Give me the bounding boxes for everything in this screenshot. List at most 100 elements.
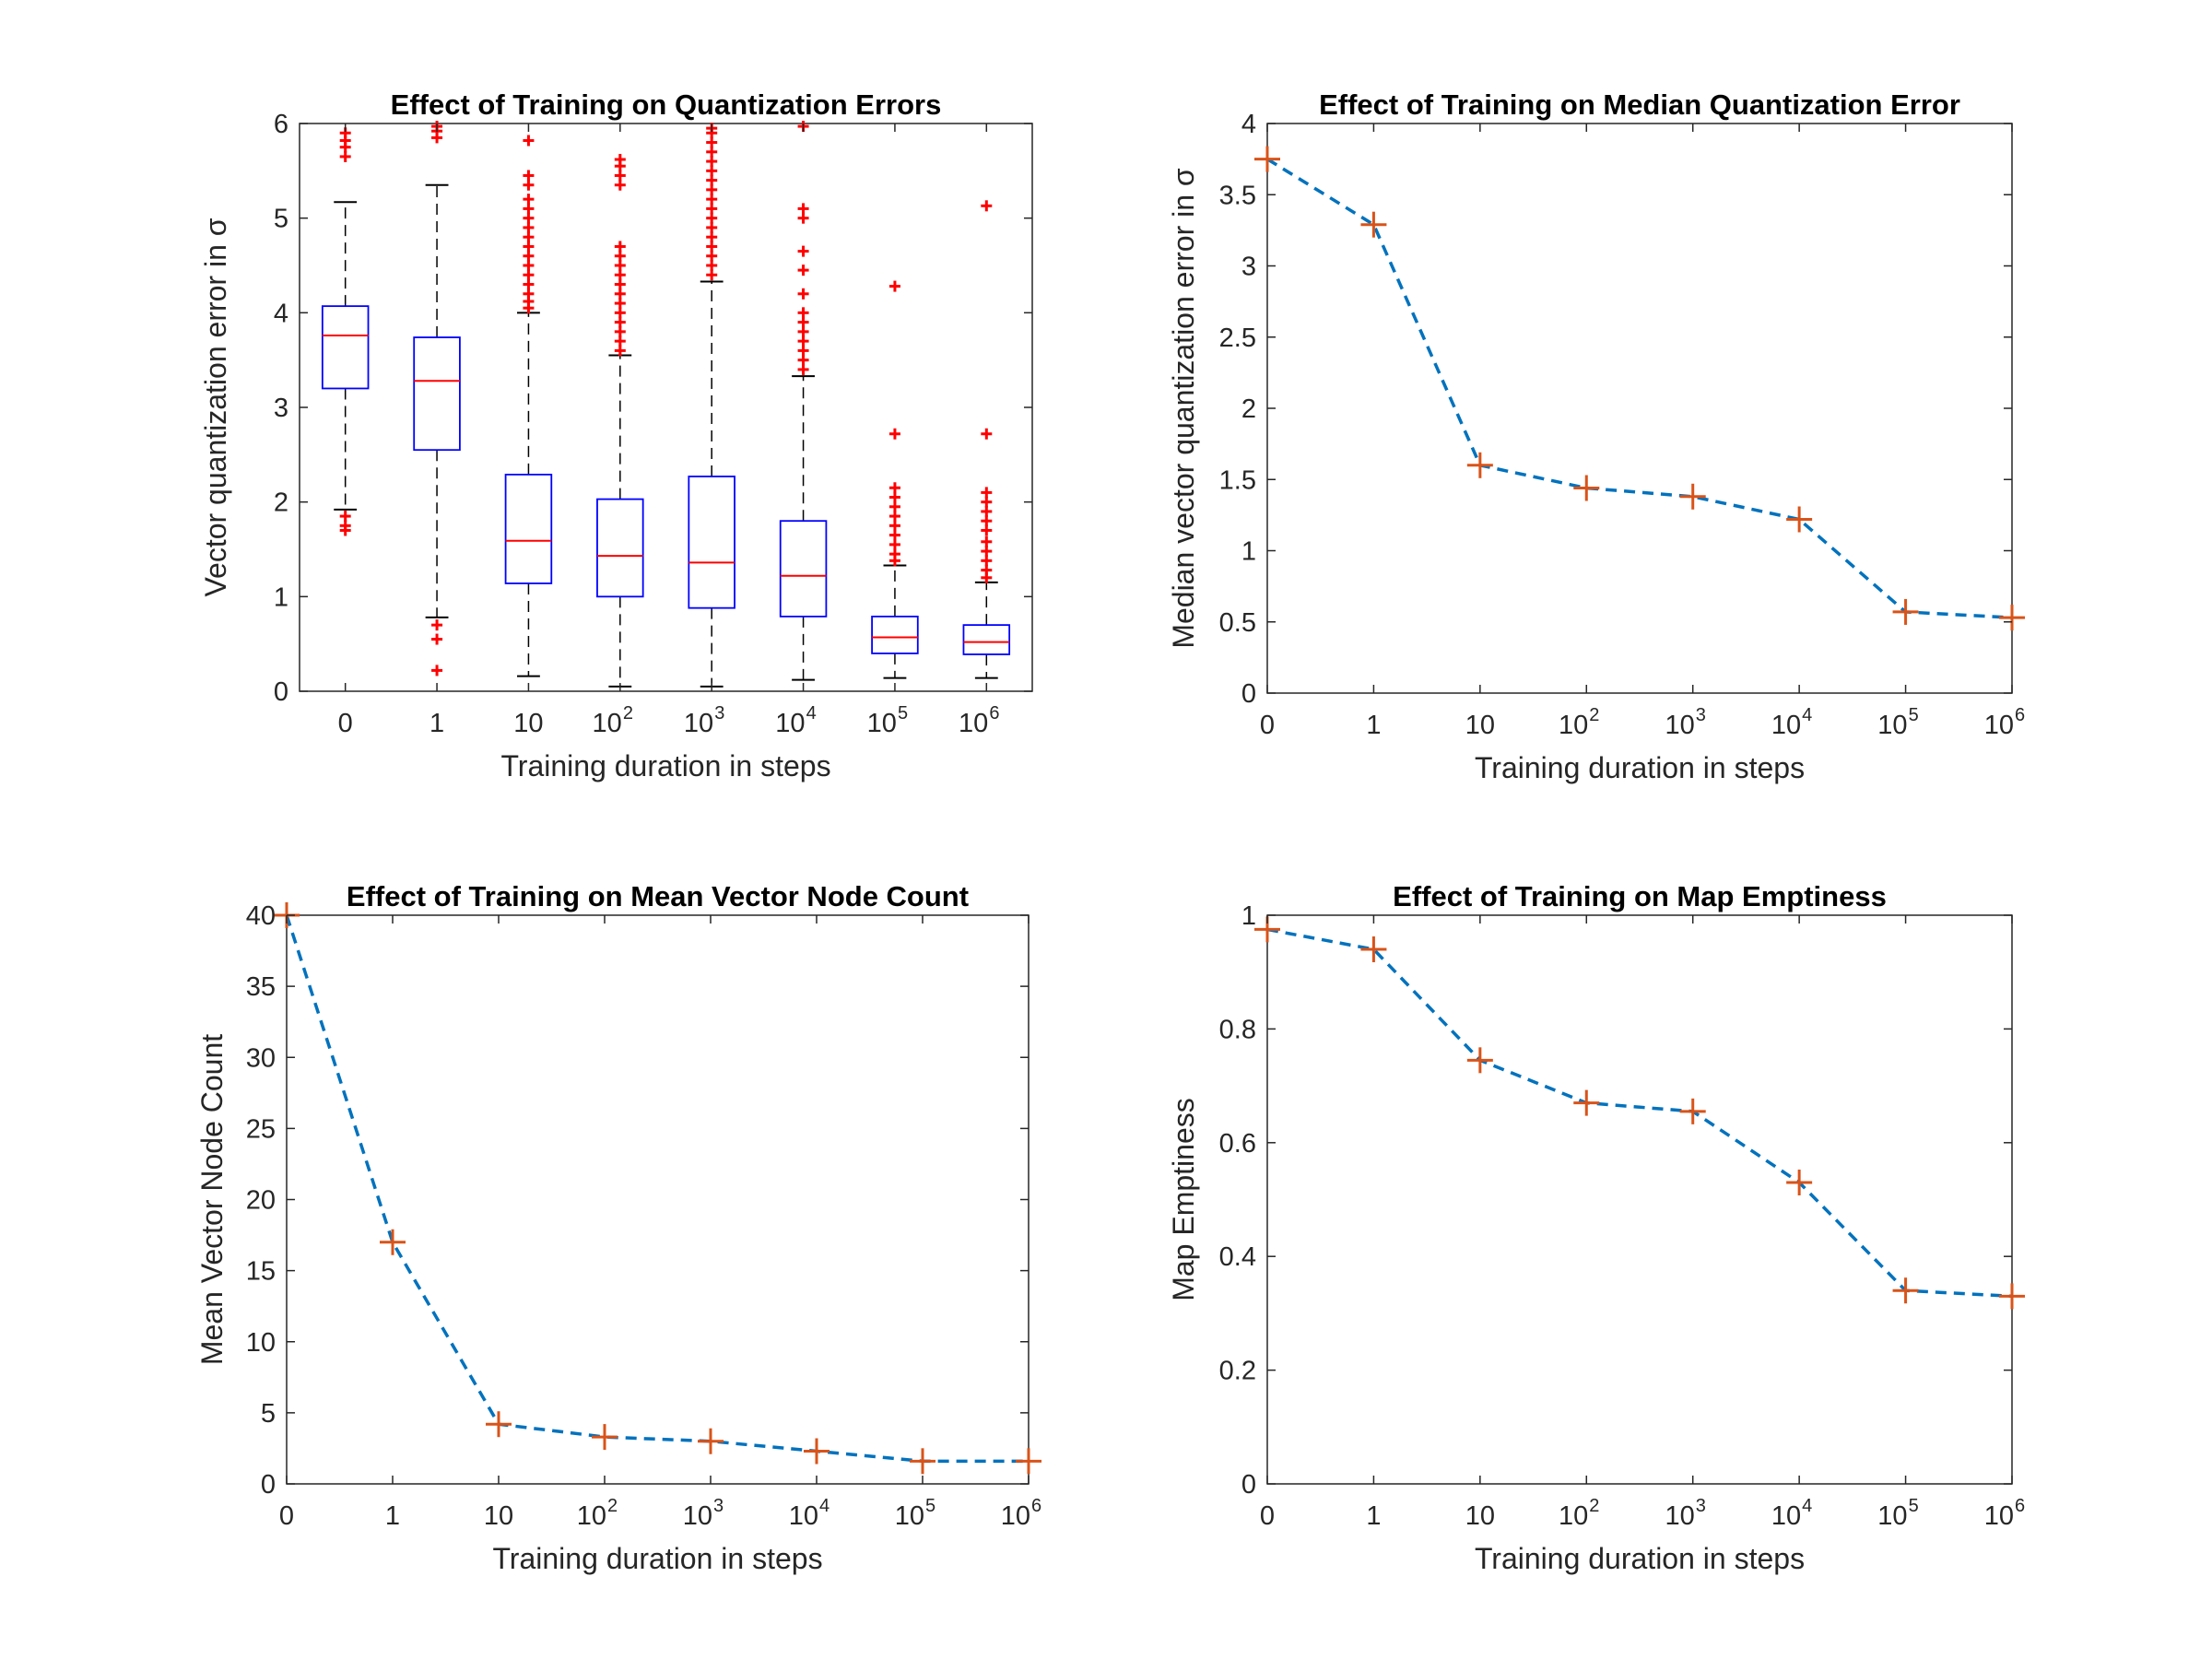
outlier-point	[797, 354, 809, 366]
y-tick-label: 0.8	[1219, 1015, 1256, 1044]
data-point	[1999, 605, 2025, 631]
x-tick-label: 10	[1465, 711, 1495, 740]
outlier-point	[339, 511, 351, 523]
x-tick-label: 10	[513, 709, 543, 738]
outlier-point	[981, 428, 993, 440]
outlier-point	[706, 231, 718, 243]
x-tick-label: 10 5	[867, 703, 908, 738]
x-tick-exponent: 3	[714, 703, 724, 724]
x-tick-exponent: 6	[989, 703, 999, 724]
data-point	[1360, 211, 1387, 238]
box-iqr	[321, 305, 370, 390]
outlier-point	[981, 524, 993, 536]
x-tick-base: 10	[895, 1501, 924, 1531]
x-tick-exponent: 2	[623, 703, 633, 724]
x-tick-label: 10 5	[1877, 1496, 1918, 1531]
x-tick-base: 10	[1001, 1501, 1030, 1531]
outlier-point	[981, 555, 993, 567]
y-tick-label: 5	[261, 1399, 276, 1429]
box-plot-7	[962, 200, 1011, 679]
outlier-point	[797, 245, 809, 257]
outlier-point	[888, 491, 900, 503]
x-tick-label: 10 5	[1877, 705, 1918, 740]
data-point	[380, 1229, 406, 1255]
subplot-map-emptiness: 00.20.40.60.810 1 10 10 2 10 3 10 4 10 5 10 6 Effect…	[1167, 880, 2025, 1575]
box-iqr	[779, 520, 828, 618]
y-tick-label: 6	[274, 110, 288, 139]
box-iqr	[962, 624, 1011, 655]
x-tick-base: 10	[484, 1501, 513, 1531]
outlier-point	[614, 260, 626, 271]
outlier-point	[614, 298, 626, 310]
y-tick-label: 25	[246, 1114, 276, 1144]
y-tick-label: 0.6	[1219, 1129, 1256, 1159]
x-tick-label: 0	[1260, 711, 1275, 740]
y-tick-label: 0	[1241, 679, 1256, 709]
x-tick-label: 10 2	[593, 703, 633, 738]
x-tick-label: 10	[484, 1501, 513, 1531]
y-tick-label: 4	[1241, 110, 1256, 139]
outlier-point	[797, 307, 809, 319]
plot-frame	[1266, 914, 2013, 1485]
y-tick-label: 1	[274, 582, 288, 612]
outlier-point	[431, 633, 443, 645]
x-tick-label: 10 6	[1984, 1496, 2025, 1531]
outlier-point	[888, 538, 900, 550]
x-tick-base: 0	[1260, 711, 1275, 740]
data-point	[1786, 1169, 1813, 1195]
subplot-median-error: 00.511.522.533.540 1 10 10 2 10 3 10 4 10 5 10 6 Eff…	[1167, 88, 2025, 784]
x-tick-base: 10	[683, 1501, 712, 1531]
x-tick-label: 10 4	[789, 1496, 830, 1531]
outlier-point	[797, 212, 809, 224]
outlier-point	[888, 500, 900, 512]
x-tick-base: 1	[1366, 1501, 1381, 1531]
y-tick-label: 0	[1241, 1470, 1256, 1500]
x-tick-label: 10 6	[959, 703, 999, 738]
y-tick-label: 30	[246, 1043, 276, 1073]
outlier-point	[523, 212, 535, 224]
outlier-point	[431, 619, 443, 631]
y-tick-label: 4	[274, 299, 288, 328]
box-plot-0	[321, 127, 370, 536]
x-tick-base: 10	[1984, 711, 2014, 740]
outlier-point	[981, 535, 993, 547]
x-tick-base: 10	[684, 709, 713, 738]
x-tick-base: 10	[593, 709, 622, 738]
outlier-point	[523, 231, 535, 243]
outlier-point	[981, 487, 993, 499]
y-tick-label: 3	[1241, 253, 1256, 282]
outlier-point	[339, 520, 351, 532]
y-tick-label: 1.5	[1219, 465, 1256, 495]
y-tick-label: 0.5	[1219, 608, 1256, 638]
x-tick-base: 10	[1559, 1501, 1588, 1531]
outlier-point	[523, 203, 535, 215]
y-tick-label: 2	[274, 488, 288, 518]
series-line	[1266, 158, 2013, 619]
y-tick-label: 0	[261, 1470, 276, 1500]
x-tick-label: 0	[1260, 1501, 1275, 1531]
x-tick-base: 10	[1465, 711, 1495, 740]
x-tick-exponent: 5	[925, 1496, 935, 1516]
outlier-point	[523, 269, 535, 281]
x-tick-label: 10	[1465, 1501, 1495, 1531]
outlier-point	[614, 278, 626, 290]
outlier-point	[797, 363, 809, 375]
outlier-point	[981, 505, 993, 517]
data-point	[1360, 936, 1387, 963]
outlier-point	[523, 278, 535, 290]
outlier-point	[614, 316, 626, 328]
data-point	[1466, 452, 1493, 478]
outlier-point	[797, 265, 809, 276]
box-plot-3	[596, 154, 644, 688]
x-axis-label: Training duration in steps	[1475, 751, 1805, 784]
plot-marks	[1254, 916, 2025, 1310]
data-point	[910, 1448, 935, 1475]
outlier-point	[706, 250, 718, 262]
x-tick-base: 10	[1877, 711, 1907, 740]
y-axis-label: Vector quantization error in σ	[199, 218, 232, 596]
x-tick-base: 1	[1366, 711, 1381, 740]
outlier-point	[797, 325, 809, 337]
outlier-point	[797, 335, 809, 347]
